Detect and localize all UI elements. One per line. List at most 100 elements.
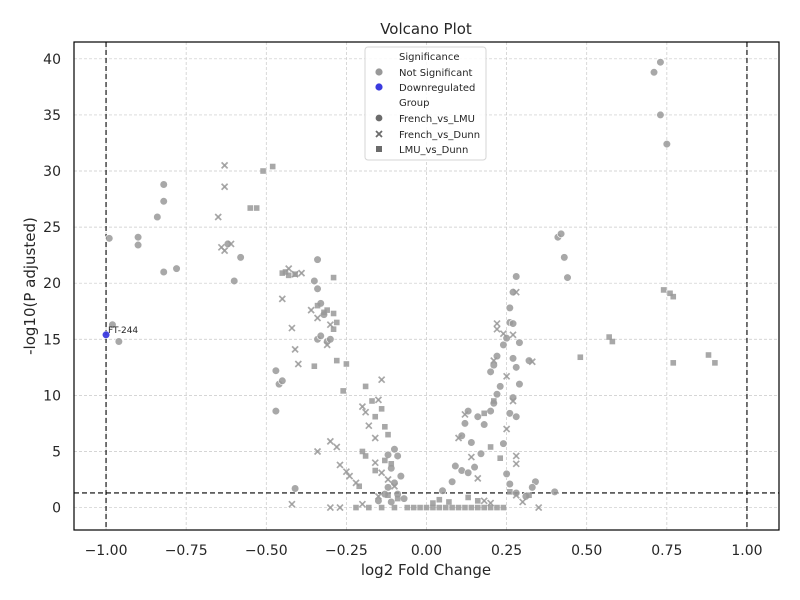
legend-hue-title: Significance [399,52,460,63]
point-french-vs-lmu [502,334,511,343]
point-french-vs-lmu [313,255,322,264]
point-french-vs-dunn [221,183,229,191]
point-french-vs-dunn [512,460,520,468]
point-lmu-vs-dunn [353,504,359,511]
point-french-vs-dunn [323,341,331,349]
point-french-vs-lmu [448,477,457,486]
point-french-vs-lmu [512,272,521,281]
y-tick-label: 30 [43,164,61,180]
point-lmu-vs-dunn [314,302,321,309]
legend-style-title: Group [399,98,429,109]
point-french-vs-lmu [278,376,287,385]
point-french-vs-lmu [473,412,482,421]
point-french-vs-dunn [490,357,498,365]
point-lmu-vs-dunn [660,287,667,293]
point-french-vs-lmu [515,338,524,347]
y-tick-label: 10 [43,388,61,404]
point-french-vs-dunn [297,269,306,277]
point-lmu-vs-dunn [282,269,289,275]
plot-frame [73,41,780,531]
legend-label-lmu-vs-dunn: LMU_vs_Dunn [399,145,468,156]
point-french-vs-dunn [345,472,354,480]
point-french-vs-dunn [336,461,344,469]
point-french-vs-dunn [493,319,501,328]
point-french-vs-dunn [480,497,488,505]
legend-marker-lmu-vs-dunn [376,146,382,152]
point-lmu-vs-dunn [333,319,340,326]
point-lmu-vs-dunn [382,423,388,430]
point-french-vs-dunn [358,402,367,411]
point-french-vs-lmu [159,197,168,206]
point-french-vs-dunn [374,492,383,500]
point-lmu-vs-dunn [333,357,340,364]
point-lmu-vs-dunn [362,383,369,390]
point-french-vs-lmu [563,273,572,282]
point-lmu-vs-dunn [385,492,391,499]
point-lmu-vs-dunn [481,410,487,417]
point-french-vs-lmu [502,469,511,479]
point-lmu-vs-dunn [423,504,430,511]
point-french-vs-lmu [383,483,393,492]
point-lmu-vs-dunn [385,431,391,438]
point-french-vs-dunn [288,324,296,332]
point-french-vs-lmu [505,303,514,312]
point-french-vs-lmu [528,483,537,492]
point-french-vs-lmu [383,450,393,459]
point-french-vs-dunn [291,345,299,353]
point-french-vs-dunn [371,459,379,467]
data-points [101,58,718,512]
point-lmu-vs-dunn [465,494,471,501]
point-french-vs-lmu [480,420,489,429]
point-french-vs-lmu [486,367,495,376]
point-french-vs-lmu [153,212,162,222]
point-french-vs-lmu [313,284,322,293]
point-lmu-vs-dunn [369,398,375,404]
point-french-vs-dunn [227,240,235,248]
point-french-vs-dunn [221,161,229,170]
point-french-vs-lmu [505,409,514,418]
point-lmu-vs-dunn [487,444,494,450]
x-tick-label: −0.50 [245,543,288,559]
point-lmu-vs-dunn [372,413,379,420]
point-french-vs-dunn [336,503,344,512]
x-axis-ticks: −1.00 −0.75 −0.50 −0.25 0.00 0.25 0.50 0.75 1.00 [85,543,763,559]
y-tick-label: 35 [43,108,61,124]
point-french-vs-dunn [461,410,469,419]
point-french-vs-dunn [503,372,511,380]
y-axis-title: -log10(P adjusted) [21,217,39,355]
point-lmu-vs-dunn [324,307,330,313]
point-french-vs-lmu [310,276,319,286]
point-lmu-vs-dunn [436,504,443,511]
x-tick-label: 0.25 [491,543,522,559]
point-lmu-vs-dunn [292,271,298,278]
point-lmu-vs-dunn [609,338,616,345]
point-french-vs-lmu [515,380,524,389]
point-lmu-vs-dunn [606,334,612,340]
point-french-vs-dunn [519,498,527,506]
point-french-vs-dunn [509,331,517,339]
point-french-vs-lmu [486,406,495,416]
point-french-vs-lmu [172,264,181,273]
point-french-vs-dunn [358,500,367,508]
x-tick-label: −0.75 [165,543,208,559]
point-french-vs-lmu [326,335,335,344]
point-lmu-vs-dunn [378,504,385,511]
point-french-vs-lmu [467,438,476,447]
point-french-vs-lmu [460,419,470,428]
point-lmu-vs-dunn [378,406,385,412]
point-annotation: FT-244 [108,326,138,336]
y-tick-label: 20 [43,276,61,292]
y-tick-label: 40 [43,52,61,68]
point-lmu-vs-dunn [474,498,481,504]
x-tick-label: −1.00 [85,543,128,559]
y-tick-label: 25 [43,220,61,236]
threshold-lines [74,42,779,530]
point-lmu-vs-dunn [410,504,417,511]
point-french-vs-lmu [291,484,300,493]
point-french-vs-dunn [384,475,392,484]
point-lmu-vs-dunn [670,360,677,366]
point-french-vs-dunn [214,213,222,221]
point-lmu-vs-dunn [417,504,423,511]
point-french-vs-dunn [313,447,322,456]
